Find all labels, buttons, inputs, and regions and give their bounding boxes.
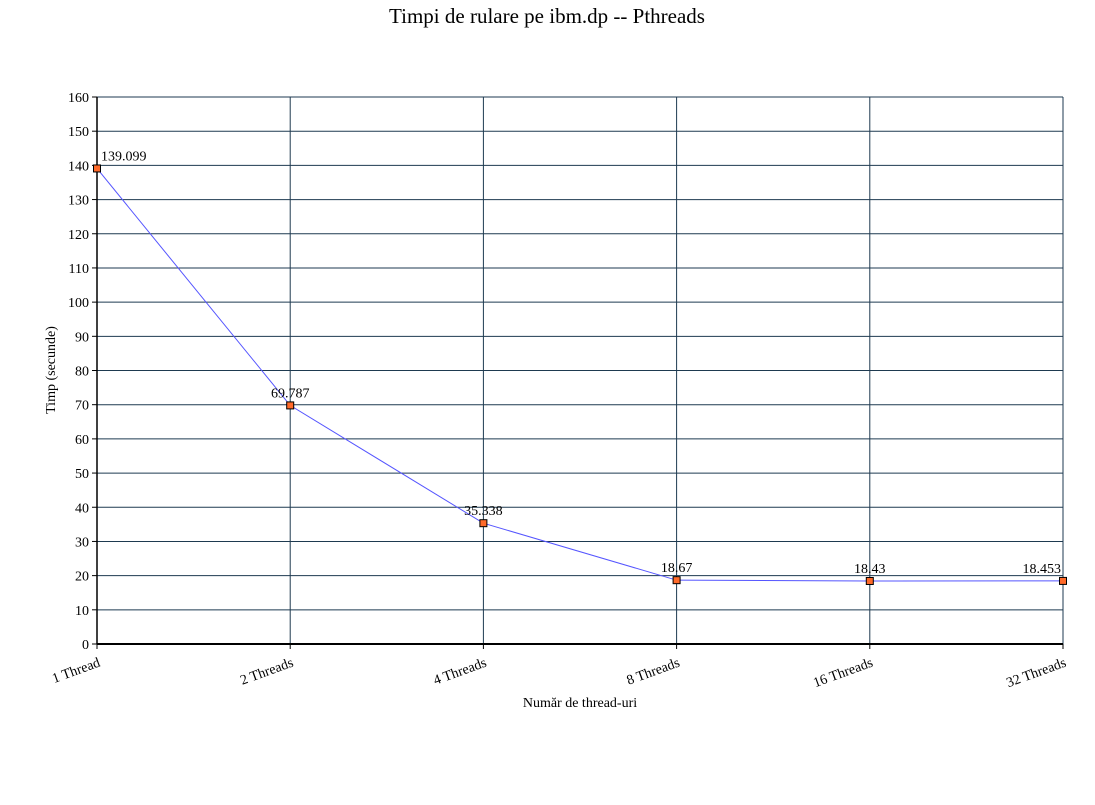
data-point [479,519,488,528]
y-tick-label: 100 [68,296,89,311]
data-label: 18.453 [1023,562,1062,577]
x-axis-title: Număr de thread-uri [523,696,637,711]
series-line [96,168,1064,582]
x-tick-labels: 1 Thread 2 Threads 4 Threads 8 Threads 16 Th… [50,656,1068,691]
data-point [865,576,874,585]
y-tick-label: 90 [75,330,89,345]
x-tick-label: 4 Threads [432,656,489,689]
data-label: 69.787 [271,386,310,401]
x-tick-label: 8 Threads [625,656,682,689]
grid [96,96,1064,645]
data-label: 139.099 [101,149,147,164]
y-tick-label: 10 [75,604,89,619]
y-tick-label: 60 [75,433,89,448]
y-tick-label: 20 [75,570,89,585]
axes [92,96,1064,649]
data-point [93,164,101,173]
data-label: 18.43 [854,562,886,577]
y-tick-label: 70 [75,399,89,414]
data-labels: 139.099 69.787 35.338 18.67 18.43 18.453 [101,149,1061,577]
y-tick-label: 50 [75,467,89,482]
y-tick-labels: 0 10 20 30 40 50 60 70 80 90 100 110 120 130 140 150 160 [68,91,89,653]
y-tick-label: 130 [68,194,89,209]
chart-title: Timpi de rulare pe ibm.dp -- Pthreads [389,4,705,28]
x-tick-label: 1 Thread [50,656,102,687]
data-point [286,401,295,410]
y-tick-label: 160 [68,91,89,106]
y-tick-label: 110 [69,262,89,277]
y-tick-label: 140 [68,159,89,174]
y-tick-label: 150 [68,125,89,140]
y-axis-title: Timp (secunde) [44,326,59,414]
y-tick-label: 0 [82,638,89,653]
y-tick-label: 80 [75,365,89,380]
x-tick-label: 16 Threads [811,656,875,691]
y-tick-label: 30 [75,535,89,550]
data-point [1059,576,1067,585]
data-label: 18.67 [661,561,693,576]
series [93,164,1067,585]
x-tick-label: 32 Threads [1005,656,1069,691]
y-tick-label: 120 [68,228,89,243]
x-tick-label: 2 Threads [238,656,295,689]
data-point [672,576,681,585]
y-tick-label: 40 [75,501,89,516]
data-label: 35.338 [464,504,503,519]
